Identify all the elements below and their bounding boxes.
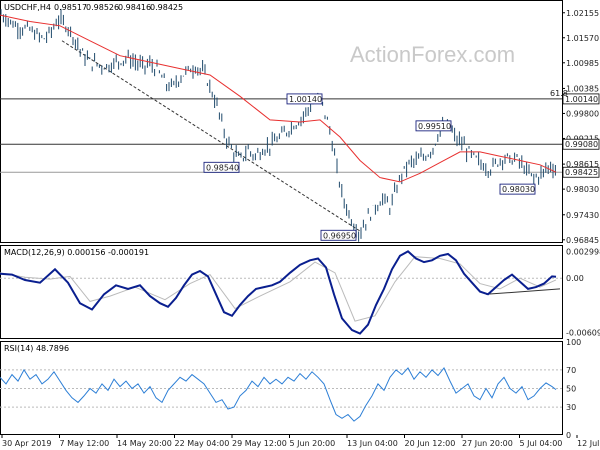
fib-tag: 61.8: [550, 89, 568, 98]
macd-signal-line: [0, 256, 557, 322]
watermark: ActionForex.com: [350, 42, 515, 67]
moving-average-line: [0, 14, 557, 183]
ohlc-low: 0.98416: [118, 3, 151, 12]
macd-panel: 0.002998 0.00 -0.006097 MACD(12,26,9) 0.00…: [0, 245, 600, 339]
price-tick-label: 0.96845: [566, 236, 599, 245]
price-tick-label: 1.00385: [566, 84, 599, 93]
macd-line: [0, 250, 557, 335]
x-tick-label: 14 May 20:00: [117, 439, 172, 448]
price-tick-label: 1.00985: [566, 59, 599, 68]
x-axis: 30 Apr 2019 7 May 12:00 14 May 20:00 22 May…: [1, 435, 600, 448]
x-tick-label: 7 May 12:00: [60, 439, 110, 448]
ohlc-open: 0.98517: [54, 3, 87, 12]
x-tick-label: 12 Jul 12:00: [577, 439, 600, 448]
price-tick-label: 0.99800: [566, 109, 599, 118]
macd-tick-label: 0.002998: [566, 247, 600, 256]
svg-text:0.99510: 0.99510: [418, 122, 451, 131]
price-tick-label: 0.97430: [566, 211, 599, 220]
macd-tick-label: 0.00: [566, 274, 584, 283]
svg-text:0.98540: 0.98540: [206, 163, 239, 172]
price-annotation-label: 1.00140: [286, 93, 323, 105]
rsi-tick-label: 50: [566, 385, 576, 394]
ohlc-readout: USDCHF,H4 0.98517 0.98526 0.98416 0.9842…: [4, 3, 183, 12]
price-tick-label: 1.02155: [566, 9, 599, 18]
price-tick-label: 0.98615: [566, 160, 599, 169]
x-tick-label: 30 Apr 2019: [2, 439, 51, 448]
svg-text:1.00140: 1.00140: [289, 95, 322, 104]
svg-text:0.98425: 0.98425: [565, 168, 598, 177]
svg-text:0.96950: 0.96950: [323, 231, 356, 240]
svg-text:1.00140: 1.00140: [565, 95, 598, 104]
macd-tick-label: -0.006097: [566, 329, 600, 338]
x-tick-label: 22 May 04:00: [175, 439, 230, 448]
rsi-panel: 100 70 50 30 0 RSI(14) 48.7896: [0, 338, 581, 440]
rsi-tick-label: 0: [566, 431, 571, 440]
x-tick-label: 13 Jun 04:00: [347, 439, 398, 448]
rsi-tick-label: 70: [566, 366, 576, 375]
macd-title: MACD(12,26,9) 0.000156 -0.000191: [4, 248, 149, 257]
rsi-title: RSI(14) 48.7896: [4, 344, 69, 353]
x-tick-label: 20 Jun 12:00: [405, 439, 456, 448]
level-price-label: 1.00140: [562, 93, 600, 105]
symbol-title: USDCHF,H4: [4, 3, 51, 12]
price-tick-label: 1.01570: [566, 34, 599, 43]
svg-text:0.99080: 0.99080: [565, 140, 598, 149]
price-annotation-label: 0.99510: [415, 120, 452, 132]
level-price-label: 0.99080: [562, 138, 600, 150]
rsi-tick-label: 100: [566, 338, 581, 347]
x-tick-label: 5 Jul 04:00: [520, 439, 563, 448]
x-tick-label: 29 May 12:00: [232, 439, 287, 448]
svg-text:0.98030: 0.98030: [502, 185, 535, 194]
level-price-label: 0.98425: [562, 166, 600, 178]
price-annotation-label: 0.98540: [203, 161, 240, 173]
x-tick-label: 5 Jun 20:00: [290, 439, 336, 448]
ohlc-high: 0.98526: [86, 3, 119, 12]
price-annotation-label: 0.96950: [320, 229, 357, 241]
ohlc-close: 0.98425: [150, 3, 183, 12]
rsi-line: [0, 367, 557, 422]
macd-trend-line: [485, 288, 561, 295]
trend-channel-line: [61, 40, 361, 232]
rsi-tick-label: 30: [566, 403, 576, 412]
price-annotation-label: 0.98030: [499, 183, 536, 195]
price-panel: ActionForex.com 1.02155 1.01570 1.00985 1.0…: [0, 0, 600, 245]
x-tick-label: 27 Jun 20:00: [462, 439, 513, 448]
price-tick-label: 0.98030: [566, 185, 599, 194]
